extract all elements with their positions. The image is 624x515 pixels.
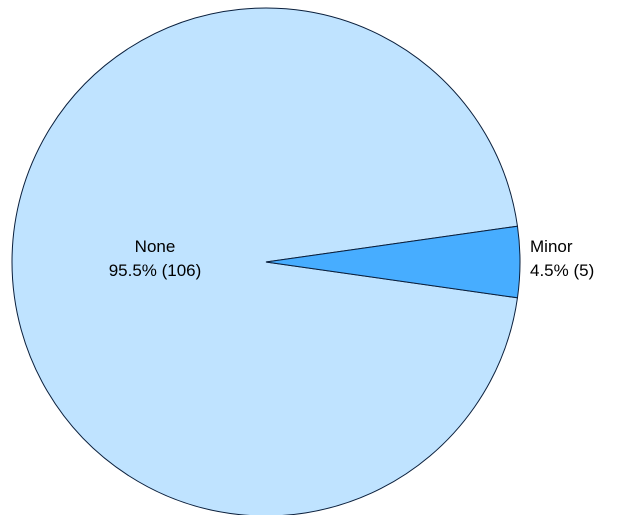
slice-none: [11, 7, 519, 515]
slices-layer: [11, 7, 521, 515]
slice-label-minor-value: 4.5% (5): [530, 261, 594, 280]
slice-label-none-value: 95.5% (106): [109, 261, 202, 280]
slice-label-none-name: None: [135, 237, 176, 256]
slice-minor: [265, 225, 521, 299]
slice-label-minor-name: Minor: [530, 237, 573, 256]
labels-layer: None 95.5% (106) Minor 4.5% (5): [109, 237, 595, 280]
